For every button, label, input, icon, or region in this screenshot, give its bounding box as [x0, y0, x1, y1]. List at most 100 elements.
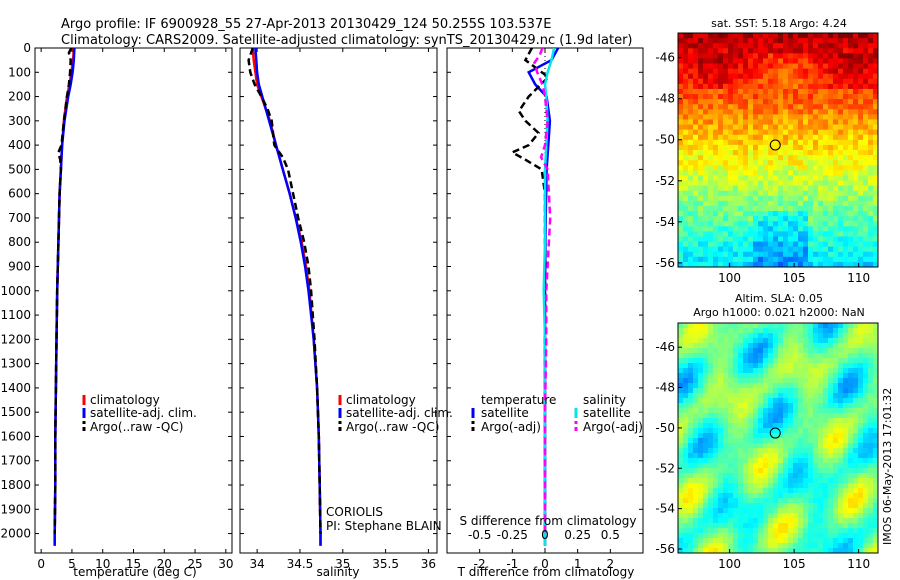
heatmap-cell	[788, 38, 794, 44]
heatmap-cell	[688, 368, 694, 374]
heatmap-cell	[708, 221, 714, 227]
heatmap-cell	[843, 48, 849, 54]
heatmap-cell	[728, 180, 734, 187]
heatmap-cell	[863, 503, 869, 509]
heatmap-cell	[778, 548, 784, 554]
heatmap-cell	[808, 236, 814, 242]
heatmap-cell	[798, 129, 804, 136]
heatmap-cell	[728, 438, 734, 444]
heatmap-cell	[793, 99, 799, 105]
heatmap-cell	[713, 251, 719, 258]
heatmap-cell	[713, 498, 719, 504]
heatmap-cell	[788, 408, 794, 414]
heatmap-cell	[738, 231, 744, 237]
heatmap-cell	[743, 190, 749, 197]
heatmap-cell	[823, 53, 829, 59]
heatmap-cell	[718, 73, 724, 80]
heatmap-cell	[688, 538, 694, 544]
heatmap-cell	[808, 383, 814, 389]
heatmap-cell	[688, 139, 694, 146]
heatmap-cell	[778, 453, 784, 459]
heatmap-cell	[848, 513, 854, 519]
heatmap-cell	[828, 368, 834, 374]
heatmap-cell	[758, 241, 764, 248]
heatmap-cell	[783, 58, 789, 64]
heatmap-cell	[868, 483, 874, 489]
heatmap-cell	[823, 488, 829, 494]
heatmap-cell	[808, 48, 814, 54]
heatmap-cell	[873, 109, 879, 115]
heatmap-cell	[713, 343, 719, 349]
heatmap-cell	[843, 195, 849, 202]
heatmap-cell	[773, 104, 779, 110]
heatmap-cell	[753, 433, 759, 439]
heatmap-cell	[713, 423, 719, 429]
heatmap-cell	[723, 58, 729, 64]
heatmap-cell	[828, 48, 834, 54]
heatmap-cell	[843, 231, 849, 237]
heatmap-cell	[863, 468, 869, 474]
heatmap-cell	[758, 413, 764, 419]
s-difference-tick-label: 0.25	[564, 528, 591, 542]
heatmap-cell	[858, 38, 864, 44]
heatmap-cell	[803, 53, 809, 59]
legend-label-argo: Argo(..raw -QC)	[346, 420, 439, 434]
heatmap-cell	[738, 348, 744, 354]
heatmap-cell	[738, 338, 744, 344]
heatmap-cell	[738, 134, 744, 141]
heatmap-cell	[678, 338, 684, 344]
heatmap-cell	[728, 528, 734, 534]
heatmap-cell	[818, 493, 824, 499]
heatmap-cell	[823, 483, 829, 489]
heatmap-cell	[768, 236, 774, 242]
heatmap-cell	[738, 533, 744, 539]
heatmap-cell	[698, 114, 704, 120]
heatmap-cell	[718, 180, 724, 187]
heatmap-cell	[698, 518, 704, 524]
heatmap-cell	[683, 398, 689, 404]
heatmap-cell	[733, 458, 739, 464]
x-tick-label: 5	[68, 557, 76, 571]
heatmap-cell	[798, 373, 804, 379]
heatmap-cell	[693, 513, 699, 519]
heatmap-cell	[778, 211, 784, 217]
heatmap-cell	[868, 428, 874, 434]
heatmap-cell	[873, 48, 879, 54]
heatmap-cell	[708, 373, 714, 379]
heatmap-cell	[873, 134, 879, 141]
heatmap-cell	[818, 211, 824, 217]
heatmap-cell	[718, 139, 724, 146]
heatmap-cell	[838, 63, 844, 70]
heatmap-cell	[678, 413, 684, 419]
heatmap-cell	[868, 353, 874, 359]
heatmap-cell	[858, 323, 864, 329]
heatmap-cell	[853, 134, 859, 141]
heatmap-cell	[748, 144, 754, 151]
heatmap-cell	[803, 433, 809, 439]
heatmap-cell	[848, 124, 854, 131]
heatmap-cell	[728, 134, 734, 141]
heatmap-cell	[843, 180, 849, 187]
heatmap-cell	[688, 373, 694, 379]
heatmap-cell	[728, 508, 734, 514]
heatmap-cell	[853, 231, 859, 237]
series-line-salinity-argo-adj-	[533, 48, 552, 534]
heatmap-cell	[778, 418, 784, 424]
heatmap-cell	[708, 170, 714, 176]
heatmap-cell	[718, 104, 724, 110]
heatmap-cell	[693, 373, 699, 379]
heatmap-cell	[793, 543, 799, 549]
heatmap-cell	[803, 493, 809, 499]
heatmap-cell	[748, 373, 754, 379]
heatmap-cell	[773, 109, 779, 115]
heatmap-cell	[803, 408, 809, 414]
heatmap-cell	[768, 533, 774, 539]
heatmap-cell	[838, 448, 844, 454]
heatmap-cell	[868, 119, 874, 125]
heatmap-cell	[823, 328, 829, 334]
heatmap-cell	[843, 38, 849, 44]
heatmap-cell	[823, 363, 829, 369]
heatmap-cell	[838, 493, 844, 499]
heatmap-cell	[858, 114, 864, 120]
heatmap-cell	[873, 221, 879, 227]
